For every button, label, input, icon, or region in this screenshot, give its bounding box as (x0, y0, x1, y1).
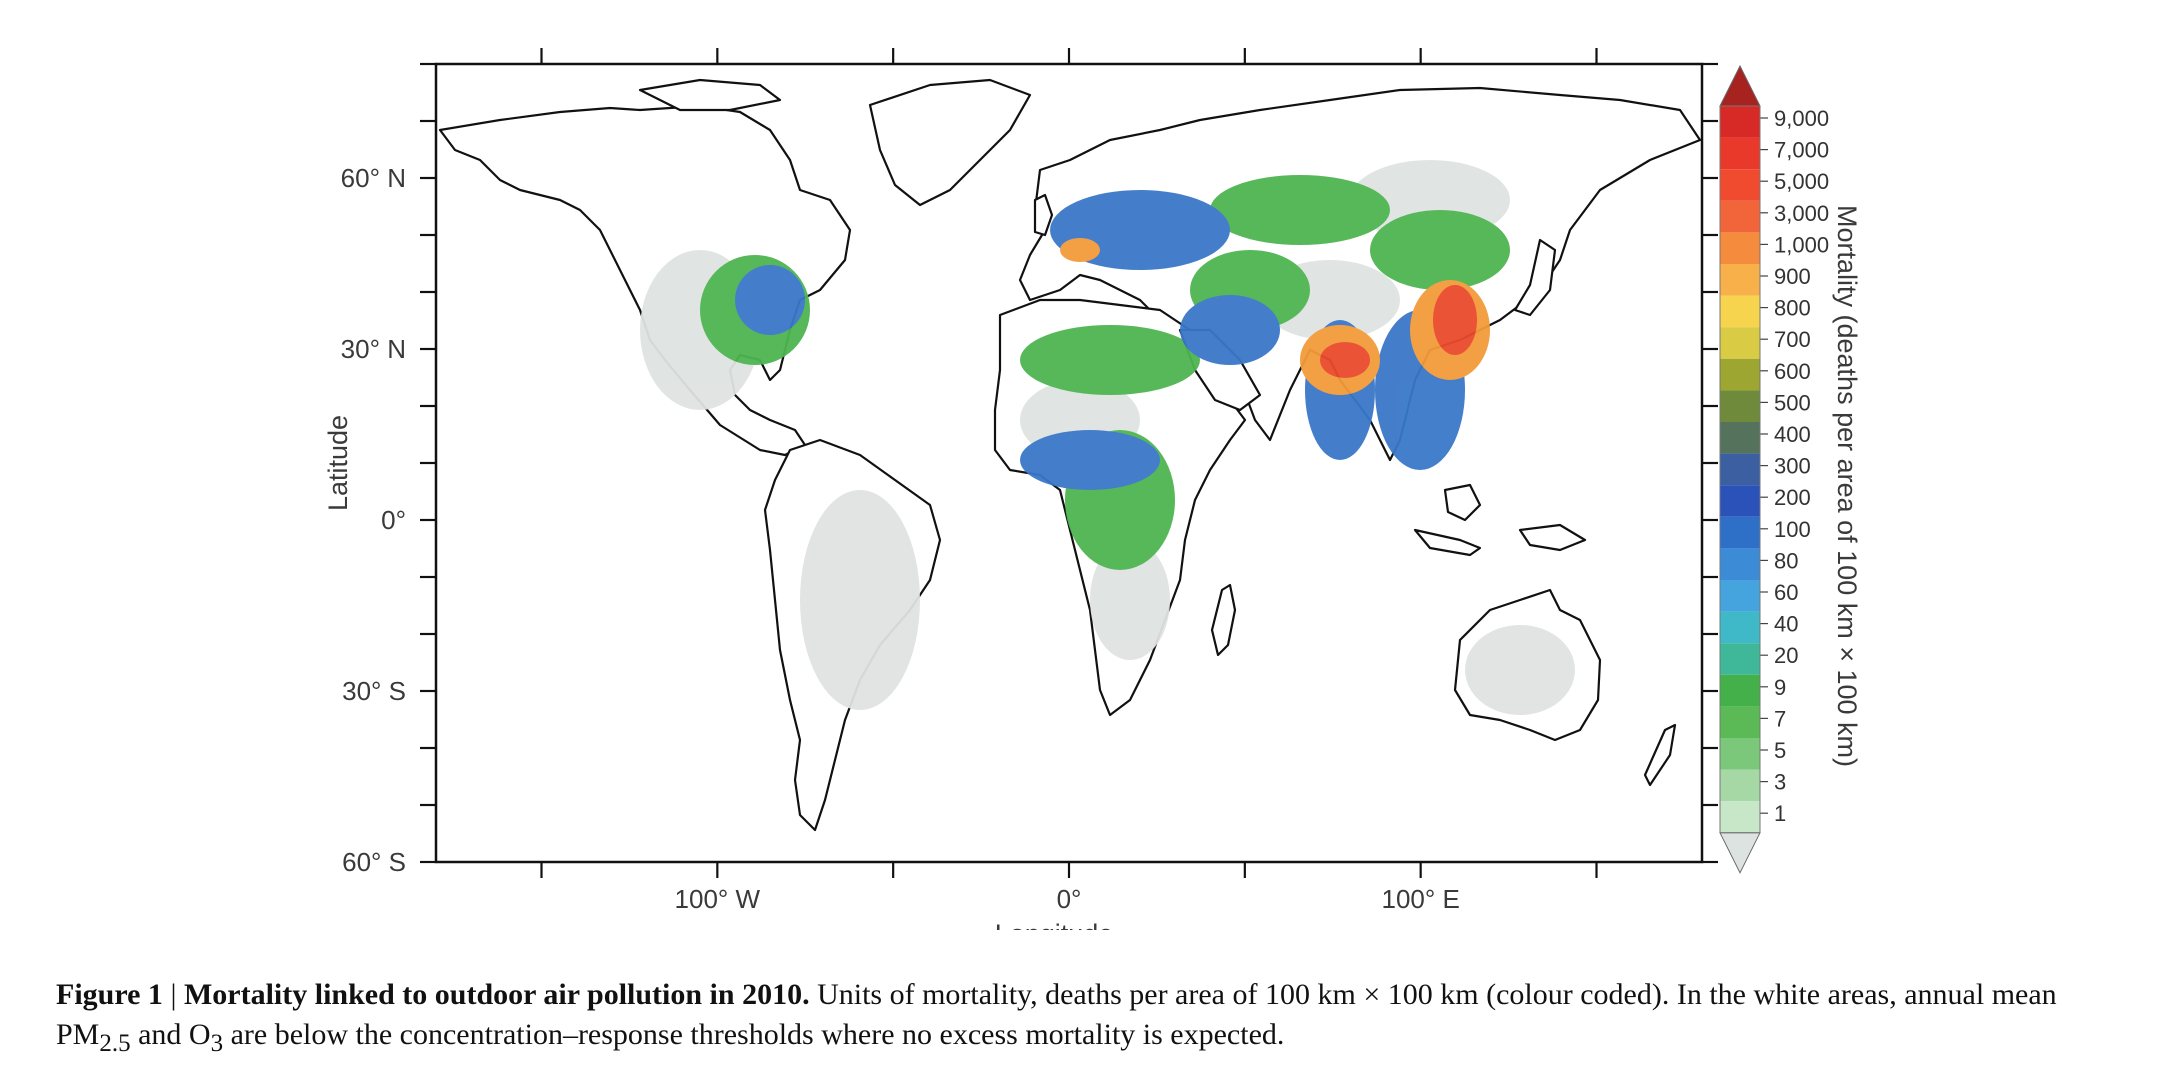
colorbar-label: 500 (1774, 390, 1811, 415)
arctic-islands (638, 78, 782, 112)
colorbar-label: 700 (1774, 327, 1811, 352)
japan (1513, 238, 1557, 317)
caption-sub-2: 3 (210, 1030, 224, 1057)
colorbar-label: 900 (1774, 264, 1811, 289)
figure-caption: Figure 1 | Mortality linked to outdoor a… (56, 975, 2136, 1064)
x-axis-ticks: 100° W 0° 100° E (540, 48, 1598, 914)
colorbar-label: 300 (1774, 454, 1811, 479)
colorbar-label: 600 (1774, 359, 1811, 384)
colorbar-label: 5,000 (1774, 169, 1829, 194)
colorbar-swatch (1720, 327, 1760, 359)
mortality-map-figure: 60° N 30° N 0° 30° S 60° S 100° W 0° 100° E La… (323, 48, 1862, 930)
x-tick-label: 100° W (675, 884, 761, 914)
colorbar-label: 1,000 (1774, 232, 1829, 257)
colorbar-swatch (1720, 738, 1760, 770)
colorbar-top-cap (1719, 64, 1761, 107)
colorbar-swatch (1720, 232, 1760, 264)
map-layer (438, 78, 1702, 832)
colorbar-label: 200 (1774, 485, 1811, 510)
colorbar-swatch (1720, 580, 1760, 612)
colorbar-swatch (1720, 801, 1760, 833)
colorbar-swatch (1720, 453, 1760, 486)
greenland (868, 78, 1032, 207)
colorbar-label: 80 (1774, 548, 1798, 573)
caption-separator: | (162, 978, 184, 1011)
colorbar-label: 9 (1774, 675, 1786, 700)
colorbar-swatch (1720, 422, 1760, 454)
colorbar-label: 400 (1774, 422, 1811, 447)
y-tick-label: 30° S (342, 676, 406, 706)
colorbar-bottom-cap (1719, 832, 1761, 874)
caption-figure-label: Figure 1 (56, 978, 163, 1011)
colorbar-label: 3,000 (1774, 201, 1829, 226)
y-tick-label: 60° S (342, 847, 406, 877)
caption-title: Mortality linked to outdoor air pollutio… (183, 978, 810, 1011)
colorbar: 9,000 7,000 5,000 3,000 1,000 900 800 700 600 500… (1719, 64, 1829, 874)
x-tick-label: 0° (1057, 884, 1082, 914)
uk (1033, 193, 1054, 237)
y-axis-ticks: 60° N 30° N 0° 30° S 60° S (341, 62, 1718, 877)
y-tick-label: 0° (381, 505, 406, 535)
caption-sub-1: 2.5 (99, 1030, 131, 1057)
colorbar-swatch (1720, 264, 1760, 296)
caption-text-2: and O (130, 1018, 211, 1051)
colorbar-swatch (1720, 643, 1760, 675)
borneo (1443, 483, 1482, 522)
colorbar-label: 100 (1774, 517, 1811, 542)
colorbar-swatch (1720, 295, 1760, 328)
colorbar-swatch (1720, 548, 1760, 580)
indonesia (1413, 528, 1482, 557)
colorbar-label: 9,000 (1774, 106, 1829, 131)
caption-text-3: are below the concentration–response thr… (223, 1018, 1285, 1051)
new-zealand (1643, 723, 1677, 787)
colorbar-swatch (1720, 200, 1760, 233)
colorbar-swatch (1720, 169, 1760, 201)
colorbar-label: 40 (1774, 612, 1798, 637)
colorbar-swatch (1720, 611, 1760, 644)
colorbar-outline (1719, 105, 1761, 834)
y-tick-label: 60° N (341, 163, 406, 193)
colorbar-swatch (1720, 137, 1760, 170)
x-axis-title: Longitude (995, 919, 1114, 930)
colorbar-swatch (1720, 674, 1760, 707)
colorbar-swatch (1720, 358, 1760, 391)
caption-text-1: Units of mortality, deaths per area of 1… (56, 978, 2057, 1051)
y-tick-label: 30° N (341, 334, 406, 364)
colorbar-label: 800 (1774, 296, 1811, 321)
x-tick-label: 100° E (1381, 884, 1459, 914)
colorbar-label: 1 (1774, 801, 1786, 826)
colorbar-label: 20 (1774, 643, 1798, 668)
colorbar-swatch (1720, 106, 1760, 138)
new-guinea (1518, 523, 1587, 552)
colorbar-swatch (1720, 390, 1760, 422)
colorbar-title: Mortality (deaths per area of 100 km × 1… (1832, 205, 1862, 767)
colorbar-label: 7 (1774, 706, 1786, 731)
colorbar-swatch (1720, 516, 1760, 549)
colorbar-label: 3 (1774, 770, 1786, 795)
colorbar-label: 60 (1774, 580, 1798, 605)
north-america (438, 104, 852, 457)
colorbar-label: 5 (1774, 738, 1786, 763)
colorbar-swatch (1720, 769, 1760, 802)
colorbar-swatch (1720, 485, 1760, 517)
colorbar-label: 7,000 (1774, 138, 1829, 163)
mortality-shading (640, 160, 1575, 715)
colorbar-swatch (1720, 706, 1760, 738)
y-axis-title: Latitude (323, 415, 353, 511)
madagascar (1210, 583, 1237, 657)
